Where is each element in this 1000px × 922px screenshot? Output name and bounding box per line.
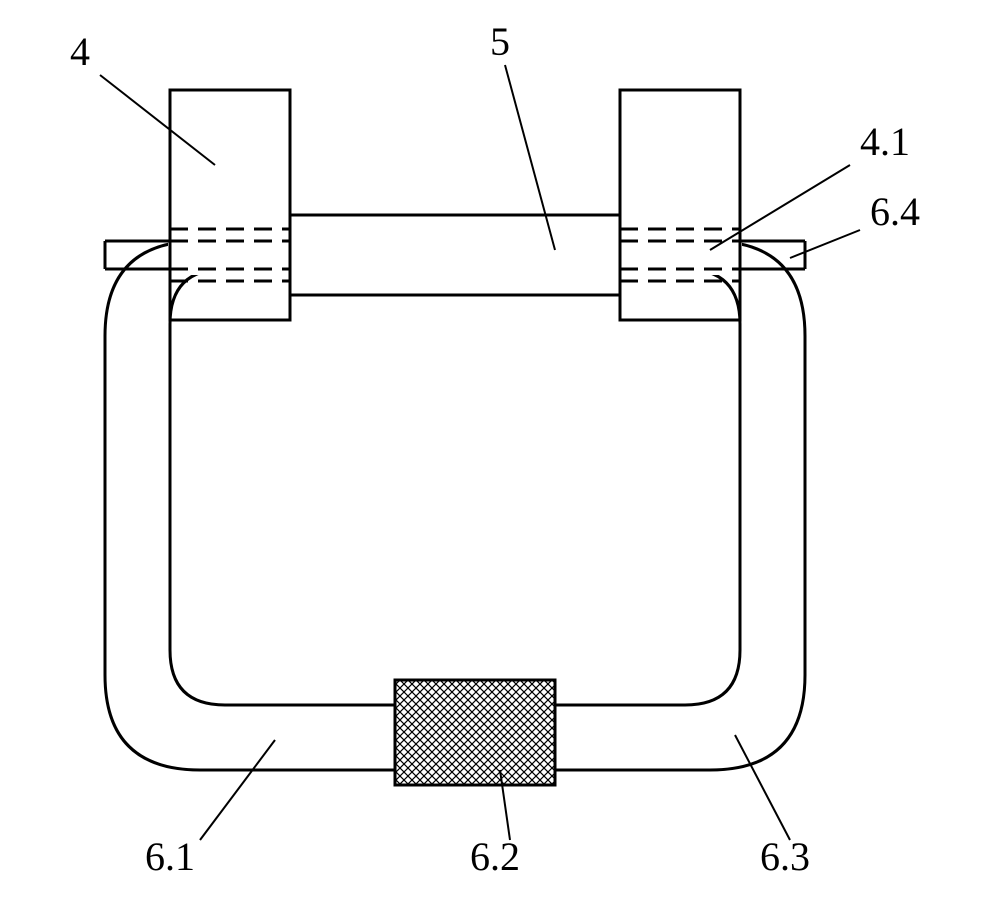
- label-l64: 6.4: [870, 189, 920, 234]
- label-l63: 6.3: [760, 834, 810, 879]
- label-l62: 6.2: [470, 834, 520, 879]
- label-l5: 5: [490, 19, 510, 64]
- label-l41: 4.1: [860, 119, 910, 164]
- label-l4: 4: [70, 29, 90, 74]
- label-l61: 6.1: [145, 834, 195, 879]
